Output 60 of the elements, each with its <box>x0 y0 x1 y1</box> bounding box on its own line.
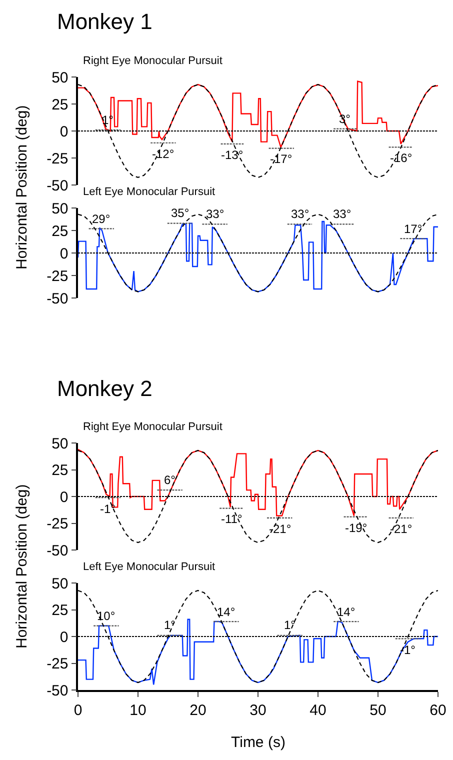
y-tick-label: 50 <box>52 435 68 452</box>
annotation: -16° <box>390 151 412 165</box>
annotation: 1° <box>164 618 176 632</box>
y-tick-label: -25 <box>46 268 68 285</box>
y-tick-label: -25 <box>46 656 68 672</box>
y-tick-label: 25 <box>52 96 68 114</box>
chart-subtitle: Left Eye Monocular Pursuit <box>83 186 216 198</box>
y-tick-label: -50 <box>46 542 68 560</box>
annotation: 29° <box>92 212 110 226</box>
annotation: 1° <box>284 618 296 632</box>
y-tick-label: 25 <box>52 602 68 619</box>
chart-subtitle: Left Eye Monocular Pursuit <box>83 561 216 573</box>
x-tick-label: 0 <box>74 702 82 719</box>
chart-title: Monkey 2 <box>57 376 152 401</box>
annotation: 35° <box>171 206 190 220</box>
annotation: -17° <box>270 152 292 166</box>
y-axis-title: Horizontal Position (deg) <box>14 105 30 270</box>
annotation: 33° <box>206 207 224 221</box>
chart-subtitle: Right Eye Monocular Pursuit <box>83 55 222 67</box>
x-tick-label: 20 <box>190 702 206 719</box>
annotation: -1° <box>100 502 116 516</box>
x-tick-label: 60 <box>430 702 446 719</box>
annotation: 6° <box>164 473 176 487</box>
annotation: -13° <box>221 148 244 162</box>
line-series <box>78 618 438 686</box>
y-tick-label: 50 <box>52 575 68 592</box>
x-tick-label: 10 <box>130 702 146 719</box>
x-tick-label: 50 <box>370 702 386 719</box>
annotation: 17° <box>404 222 422 236</box>
y-tick-label: 0 <box>60 628 68 646</box>
x-axis-title: Time (s) <box>231 734 286 751</box>
annotation: -12° <box>152 147 174 161</box>
y-tick-label: -50 <box>46 682 68 700</box>
annotation: -21° <box>269 522 292 536</box>
chart-title: Monkey 1 <box>57 9 152 34</box>
annotation: -21° <box>390 522 412 536</box>
line-series <box>78 80 438 148</box>
annotation: -19° <box>345 521 368 535</box>
y-tick-label: 50 <box>52 200 68 218</box>
chart-subtitle: Right Eye Monocular Pursuit <box>83 421 222 433</box>
y-tick-label: -25 <box>46 516 68 532</box>
y-tick-label: -50 <box>46 177 68 194</box>
annotation: -11° <box>221 512 242 526</box>
y-tick-label: 0 <box>60 488 68 506</box>
annotation: 33° <box>291 207 310 221</box>
y-tick-label: -50 <box>46 290 68 308</box>
annotation: 10° <box>97 609 116 623</box>
y-tick-label: 0 <box>60 123 68 140</box>
x-tick-label: 40 <box>310 702 326 719</box>
line-series <box>78 448 438 516</box>
annotation: 33° <box>333 207 352 221</box>
x-tick-label: 30 <box>250 702 266 719</box>
y-tick-label: 25 <box>52 462 68 479</box>
annotation: 14° <box>337 605 356 619</box>
y-tick-label: -25 <box>46 150 68 168</box>
y-axis-title: Horizontal Position (deg) <box>14 484 30 648</box>
y-tick-label: 50 <box>52 69 68 86</box>
y-tick-label: 0 <box>60 245 68 262</box>
y-tick-label: 25 <box>52 222 68 240</box>
annotation: 14° <box>217 605 236 619</box>
